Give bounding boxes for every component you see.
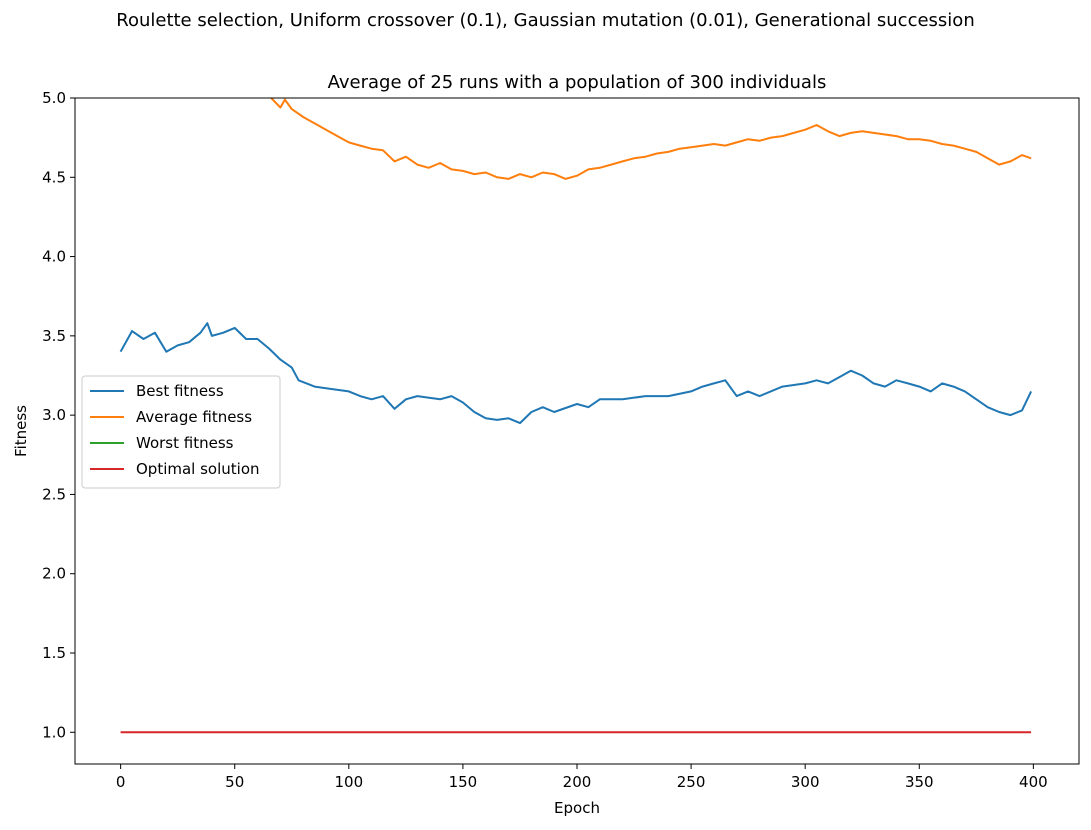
x-axis-label: Epoch	[554, 799, 600, 817]
series-layer	[119, 98, 1033, 734]
legend-label: Worst fitness	[136, 434, 234, 452]
x-tick-label: 350	[905, 773, 934, 791]
x-tick-label: 0	[116, 773, 126, 791]
x-tick-label: 100	[334, 773, 363, 791]
y-tick-label: 3.0	[42, 406, 66, 424]
x-tick-label: 50	[225, 773, 244, 791]
y-tick-label: 1.5	[42, 644, 66, 662]
x-tick-label: 200	[563, 773, 592, 791]
y-axis-label: Fitness	[12, 405, 30, 457]
y-tick-label: 4.0	[42, 248, 66, 266]
x-tick-label: 400	[1019, 773, 1048, 791]
legend-label: Best fitness	[136, 382, 224, 400]
y-tick-label: 3.5	[42, 327, 66, 345]
chart-title: Average of 25 runs with a population of …	[328, 72, 827, 93]
x-tick-label: 250	[677, 773, 706, 791]
x-tick-label: 300	[791, 773, 820, 791]
legend-label: Optimal solution	[136, 460, 260, 478]
series-line-best-fitness	[119, 322, 1033, 425]
legend: Best fitness Average fitness Worst fitness…	[81, 375, 281, 489]
y-tick-label: 1.0	[42, 723, 66, 741]
legend-label: Average fitness	[136, 408, 252, 426]
axes-layer: 0 50 100 150 200 250 300 350 400 1.0 1.5 2.0 2.5 3.0 3…	[42, 89, 1080, 791]
y-tick-label: 4.5	[42, 168, 66, 186]
figure-suptitle: Roulette selection, Uniform crossover (0…	[116, 10, 975, 31]
y-tick-label: 5.0	[42, 89, 66, 107]
series-line-average-fitness	[270, 98, 1032, 180]
x-tick-label: 150	[449, 773, 478, 791]
y-tick-label: 2.5	[42, 485, 66, 503]
y-tick-label: 2.0	[42, 565, 66, 583]
legend-box	[81, 375, 281, 489]
